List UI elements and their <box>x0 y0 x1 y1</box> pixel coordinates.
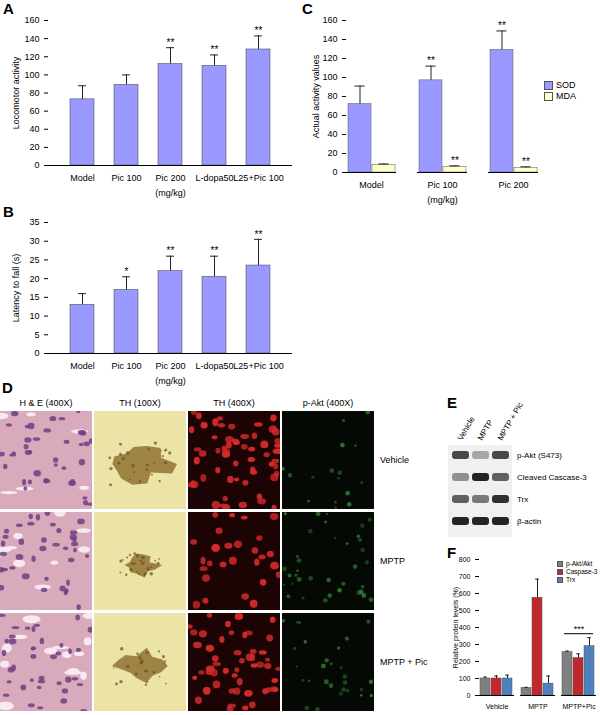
svg-text:L-dopa50: L-dopa50 <box>195 361 233 371</box>
html-text:B: B <box>3 203 14 220</box>
svg-text:TH (400X): TH (400X) <box>213 398 255 408</box>
svg-text:0: 0 <box>34 160 39 170</box>
svg-text:Locomotor activity: Locomotor activity <box>11 56 21 129</box>
svg-text:120: 120 <box>24 52 39 62</box>
html-text:A: A <box>3 0 14 17</box>
svg-text:**: ** <box>498 20 506 31</box>
svg-text:25: 25 <box>29 255 39 265</box>
svg-text:p-Akt (400X): p-Akt (400X) <box>303 398 354 408</box>
svg-text:MPTP: MPTP <box>528 703 548 710</box>
html-text:F: F <box>447 544 457 561</box>
svg-text:MPTP: MPTP <box>380 556 405 566</box>
svg-text:500: 500 <box>459 607 471 614</box>
svg-text:Model: Model <box>70 173 95 183</box>
svg-text:40: 40 <box>327 129 337 139</box>
svg-text:**: ** <box>167 37 175 48</box>
svg-text:H & E (400X): H & E (400X) <box>19 398 72 408</box>
svg-text:80: 80 <box>327 91 337 101</box>
svg-text:L-dopa50: L-dopa50 <box>195 173 233 183</box>
svg-text:60: 60 <box>327 110 337 120</box>
svg-text:10: 10 <box>29 311 39 321</box>
svg-text:Vehicle: Vehicle <box>456 415 477 442</box>
svg-text:MPTP: MPTP <box>476 418 495 442</box>
svg-text:Pic 200: Pic 200 <box>498 180 528 190</box>
svg-text:Trx: Trx <box>517 495 528 504</box>
svg-text:Pic 100: Pic 100 <box>427 180 457 190</box>
svg-text:Vehicle: Vehicle <box>486 703 509 710</box>
svg-text:20: 20 <box>29 274 39 284</box>
svg-text:***: *** <box>574 624 585 634</box>
svg-text:30: 30 <box>29 236 39 246</box>
svg-text:Model: Model <box>70 361 95 371</box>
svg-text:MPTP + Pic: MPTP + Pic <box>380 657 428 667</box>
svg-text:**: ** <box>211 44 219 55</box>
html-text:C: C <box>302 0 313 17</box>
svg-text:Relative protein levels (%): Relative protein levels (%) <box>452 587 460 668</box>
svg-text:100: 100 <box>322 72 337 82</box>
svg-text:Cleaved Cascase-3: Cleaved Cascase-3 <box>517 473 587 482</box>
svg-text:120: 120 <box>322 53 337 63</box>
svg-text:60: 60 <box>29 106 39 116</box>
svg-text:**: ** <box>427 55 435 66</box>
svg-text:15: 15 <box>29 292 39 302</box>
svg-text:140: 140 <box>24 34 39 44</box>
svg-text:700: 700 <box>459 573 471 580</box>
html-text:Caspase-3: Caspase-3 <box>566 568 598 576</box>
svg-text:160: 160 <box>322 15 337 25</box>
svg-text:0: 0 <box>467 692 471 699</box>
svg-text:600: 600 <box>459 590 471 597</box>
svg-text:L25+Pic 100: L25+Pic 100 <box>233 361 283 371</box>
svg-text:100: 100 <box>459 675 471 682</box>
svg-text:800: 800 <box>459 556 471 563</box>
html-text:p-Akt/Akt: p-Akt/Akt <box>566 560 593 567</box>
svg-text:200: 200 <box>459 658 471 665</box>
svg-text:Pic 200: Pic 200 <box>155 173 185 183</box>
svg-text:(mg/kg): (mg/kg) <box>155 188 186 198</box>
svg-text:TH (100X): TH (100X) <box>119 398 161 408</box>
svg-text:**: ** <box>255 25 263 36</box>
html-text:SOD: SOD <box>556 80 576 90</box>
svg-text:Pic 100: Pic 100 <box>111 173 141 183</box>
svg-text:**: ** <box>451 155 459 166</box>
svg-text:Vehicle: Vehicle <box>380 455 409 465</box>
svg-text:*: * <box>125 266 129 277</box>
svg-text:**: ** <box>255 229 263 240</box>
svg-text:**: ** <box>211 245 219 256</box>
svg-text:20: 20 <box>29 142 39 152</box>
svg-text:MPTP + Pic: MPTP + Pic <box>496 401 525 442</box>
svg-text:140: 140 <box>322 34 337 44</box>
html-text:Trx: Trx <box>566 576 576 584</box>
svg-text:β-actin: β-actin <box>517 517 541 526</box>
svg-text:MPTP+Pic: MPTP+Pic <box>562 703 596 710</box>
svg-text:Latency to fall (s): Latency to fall (s) <box>11 254 21 323</box>
svg-text:400: 400 <box>459 624 471 631</box>
svg-text:100: 100 <box>24 70 39 80</box>
svg-text:p-Akt (S473): p-Akt (S473) <box>517 451 562 460</box>
html-text:D: D <box>2 379 13 396</box>
svg-text:20: 20 <box>327 148 337 158</box>
svg-text:L25+Pic 100: L25+Pic 100 <box>233 173 283 183</box>
svg-text:(mg/kg): (mg/kg) <box>155 376 186 386</box>
svg-text:Pic 200: Pic 200 <box>155 361 185 371</box>
svg-text:**: ** <box>522 156 530 167</box>
html-text:E: E <box>447 394 457 411</box>
svg-text:40: 40 <box>29 124 39 134</box>
svg-text:**: ** <box>167 245 175 256</box>
svg-text:35: 35 <box>29 217 39 227</box>
svg-text:0: 0 <box>34 348 39 358</box>
html-text:MDA: MDA <box>556 91 576 102</box>
svg-text:300: 300 <box>459 641 471 648</box>
svg-text:(mg/kg): (mg/kg) <box>427 195 458 205</box>
svg-text:Actual activity values: Actual activity values <box>311 54 321 138</box>
svg-text:160: 160 <box>24 15 39 25</box>
svg-text:5: 5 <box>34 330 39 340</box>
svg-text:Model: Model <box>359 180 384 190</box>
svg-text:Pic 100: Pic 100 <box>111 361 141 371</box>
svg-text:0: 0 <box>332 167 337 177</box>
svg-text:80: 80 <box>29 88 39 98</box>
